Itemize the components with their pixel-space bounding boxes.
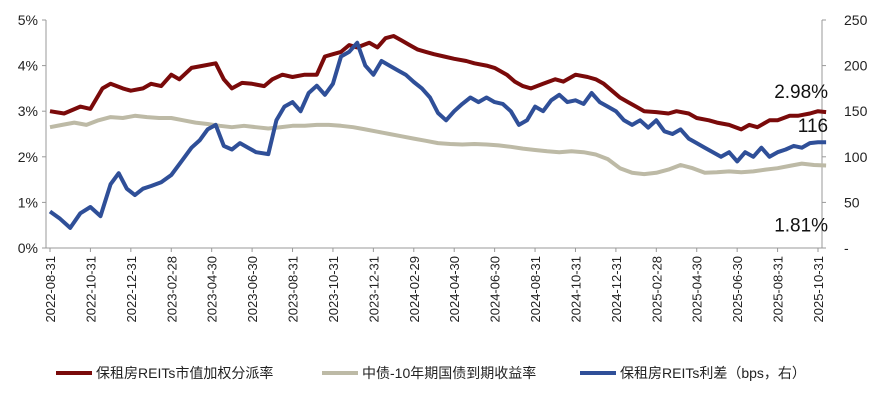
- x-tick-label: 2023-10-31: [326, 256, 341, 323]
- x-tick-label: 2024-10-31: [568, 256, 583, 323]
- x-tick-label: 2024-06-30: [488, 256, 503, 323]
- end-value-label: 116: [798, 116, 828, 137]
- x-tick-label: 2025-02-28: [649, 256, 664, 323]
- legend-label: 保租房REITs市值加权分派率: [96, 365, 273, 381]
- series-line-2: [48, 40, 827, 230]
- x-tick-label: 2024-02-29: [407, 256, 422, 323]
- right-tick-label: 150: [844, 103, 868, 119]
- x-tick-label: 2023-08-31: [286, 256, 301, 323]
- x-tick-label: 2024-08-31: [528, 256, 543, 323]
- x-tick-label: 2022-12-31: [124, 256, 139, 323]
- x-tick-label: 2022-08-31: [43, 256, 58, 323]
- x-tick-label: 2022-10-31: [83, 256, 98, 323]
- x-tick-label: 2024-04-30: [447, 256, 462, 323]
- right-axis-ticks: - 50 100 150 200 250: [822, 12, 868, 256]
- series-lines: [48, 34, 827, 230]
- left-tick-label: 3%: [18, 103, 38, 119]
- x-axis-ticks: 2022-08-31 2022-10-31 2022-12-31 2023-02-28…: [43, 248, 826, 323]
- left-axis-ticks: 0% 1% 2% 3% 4% 5%: [18, 12, 46, 256]
- end-value-label: 2.98%: [774, 82, 828, 103]
- x-tick-label: 2025-06-30: [730, 256, 745, 323]
- x-tick-label: 2025-04-30: [690, 256, 705, 323]
- right-tick-label: -: [844, 240, 849, 256]
- left-tick-label: 4%: [18, 58, 38, 74]
- right-tick-label: 50: [844, 194, 860, 210]
- left-tick-label: 0%: [18, 240, 38, 256]
- x-tick-label: 2025-10-31: [811, 256, 826, 323]
- x-tick-label: 2023-02-28: [164, 256, 179, 323]
- right-tick-label: 200: [844, 58, 868, 74]
- right-tick-label: 250: [844, 12, 868, 28]
- left-tick-label: 1%: [18, 194, 38, 210]
- end-value-label: 1.81%: [774, 215, 828, 236]
- legend: 保租房REITs市值加权分派率 中债-10年期国债到期收益率 保租房REITs利差（…: [56, 365, 806, 381]
- left-tick-label: 5%: [18, 12, 38, 28]
- x-tick-label: 2023-04-30: [205, 256, 220, 323]
- left-tick-label: 2%: [18, 149, 38, 165]
- series-line-0: [49, 34, 827, 132]
- legend-label: 保租房REITs利差（bps，右）: [620, 365, 806, 381]
- x-tick-label: 2023-06-30: [245, 256, 260, 323]
- right-tick-label: 100: [844, 149, 868, 165]
- x-tick-label: 2023-12-31: [366, 256, 381, 323]
- x-tick-label: 2024-12-31: [609, 256, 624, 323]
- end-value-labels: 2.98% 116 1.81%: [774, 82, 828, 236]
- legend-label: 中债-10年期国债到期收益率: [362, 365, 536, 381]
- x-tick-label: 2025-08-31: [771, 256, 786, 323]
- series-line-1: [49, 113, 827, 177]
